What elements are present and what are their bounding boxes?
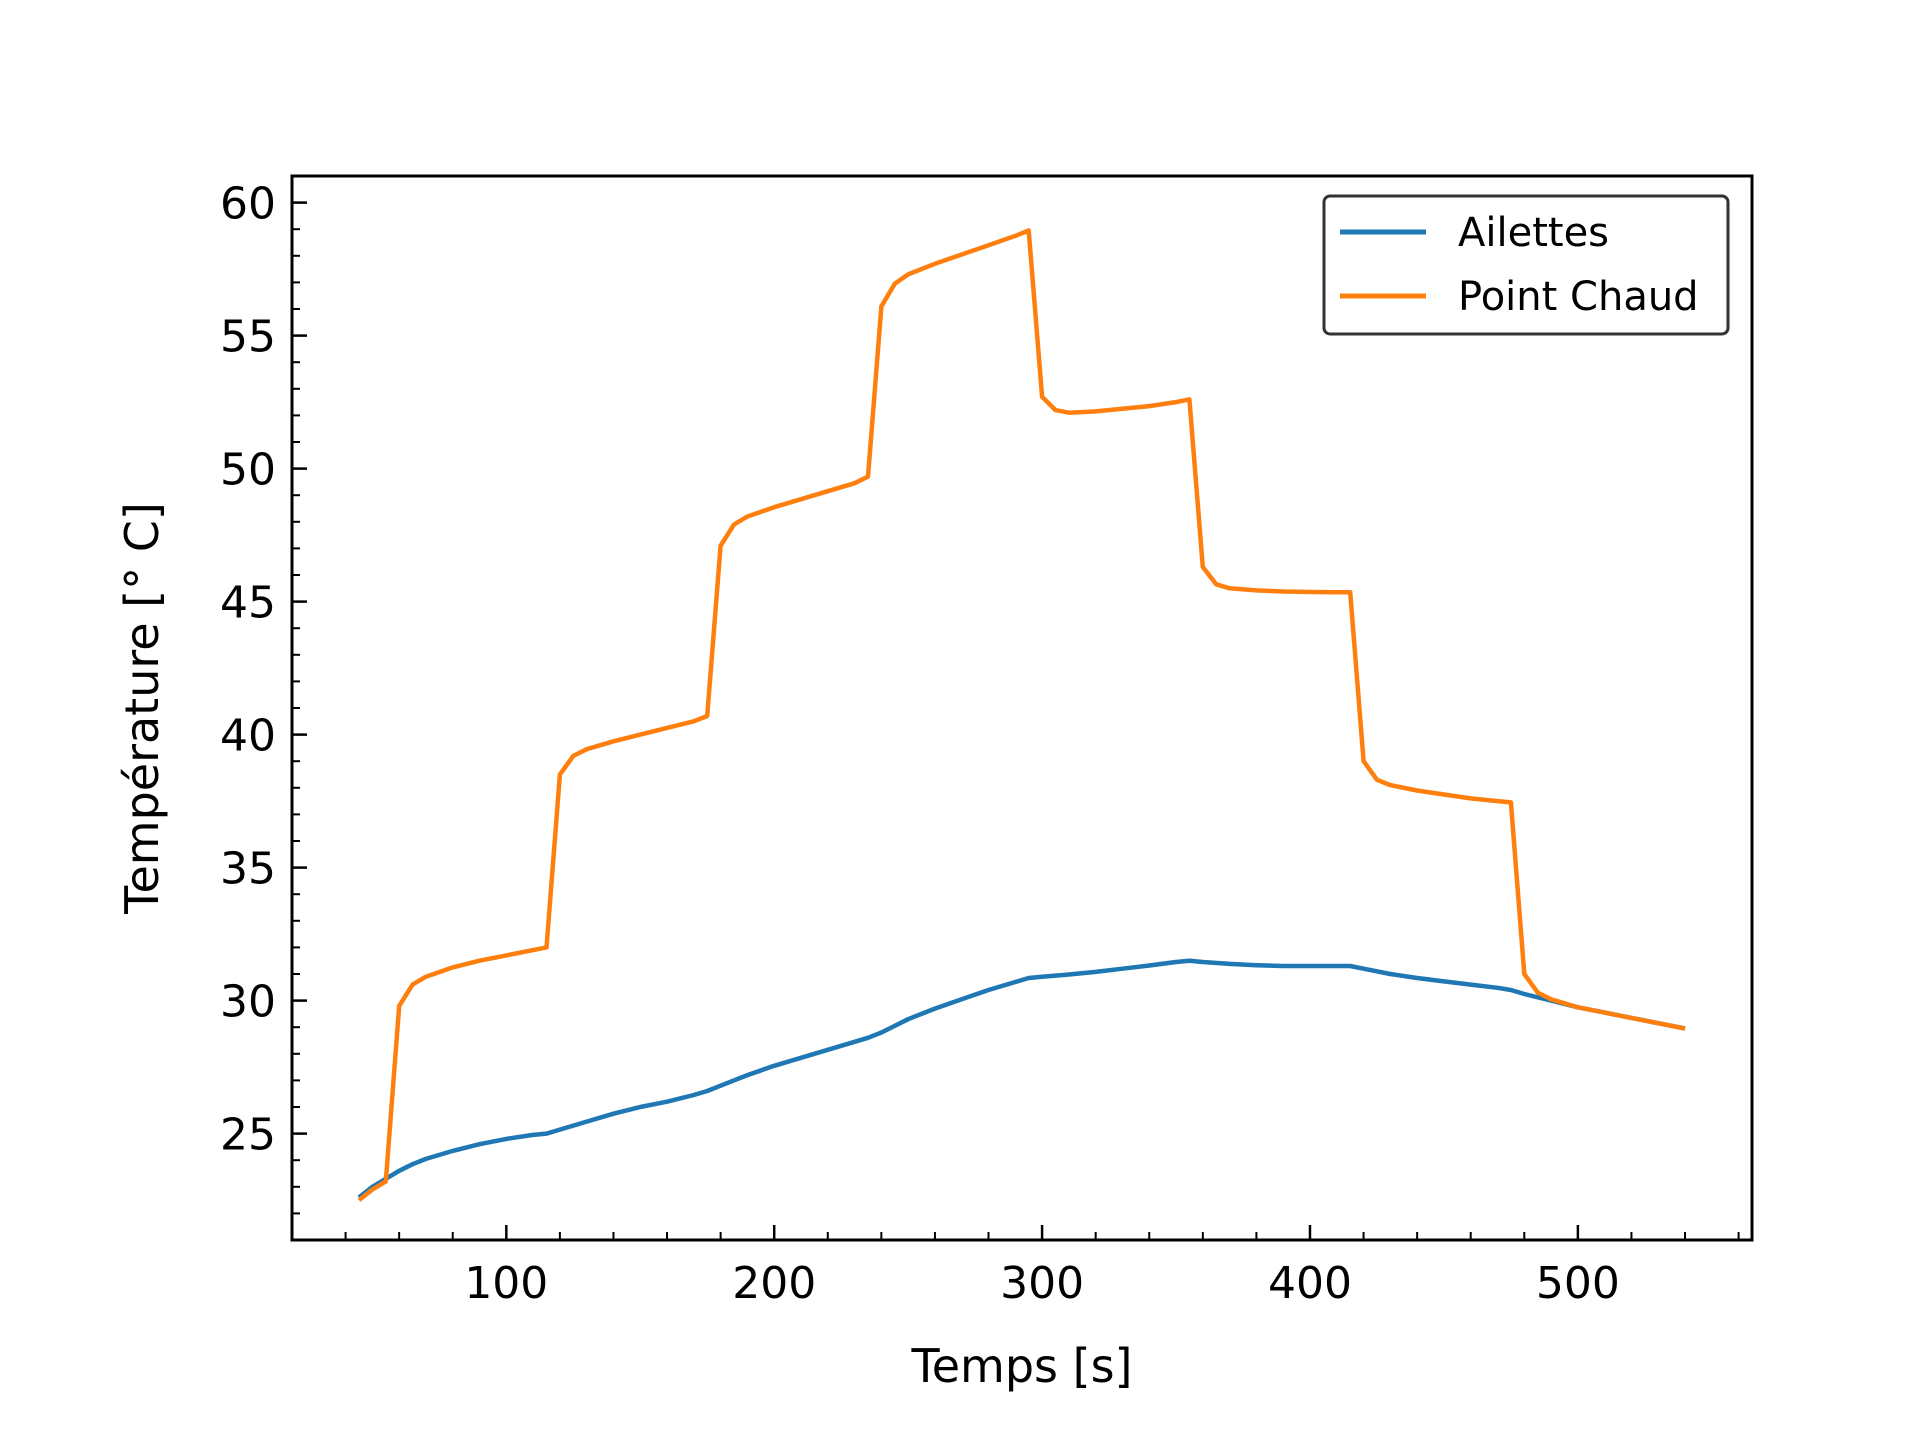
series-line-point-chaud <box>357 228 1686 1202</box>
legend-label-point-chaud: Point Chaud <box>1458 274 1699 320</box>
plot-area <box>357 228 1686 1202</box>
x-tick-label: 400 <box>1268 1258 1352 1309</box>
series-line-ailettes <box>357 958 1686 1200</box>
y-tick-label: 50 <box>220 445 276 496</box>
y-tick-label: 55 <box>220 312 276 363</box>
legend-label-ailettes: Ailettes <box>1458 210 1609 256</box>
y-tick-label: 30 <box>220 977 276 1028</box>
y-tick-label: 35 <box>220 844 276 895</box>
axis-ticks: 100 200 300 400 500 25 30 35 40 45 50 55 60 <box>220 175 1740 1309</box>
y-tick-label: 25 <box>220 1110 276 1161</box>
legend: Ailettes Point Chaud <box>1322 194 1730 336</box>
x-axis-label: Temps [s] <box>910 1339 1132 1393</box>
x-tick-label: 500 <box>1536 1258 1620 1309</box>
axes-frame <box>290 174 1754 1242</box>
x-tick-label: 300 <box>1000 1258 1084 1309</box>
y-tick-label: 45 <box>220 578 276 629</box>
x-tick-label: 100 <box>464 1258 548 1309</box>
x-tick-label: 200 <box>732 1258 816 1309</box>
y-tick-label: 40 <box>220 711 276 762</box>
y-tick-label: 60 <box>220 179 276 230</box>
y-axis-label: Température [° C] <box>115 502 169 915</box>
